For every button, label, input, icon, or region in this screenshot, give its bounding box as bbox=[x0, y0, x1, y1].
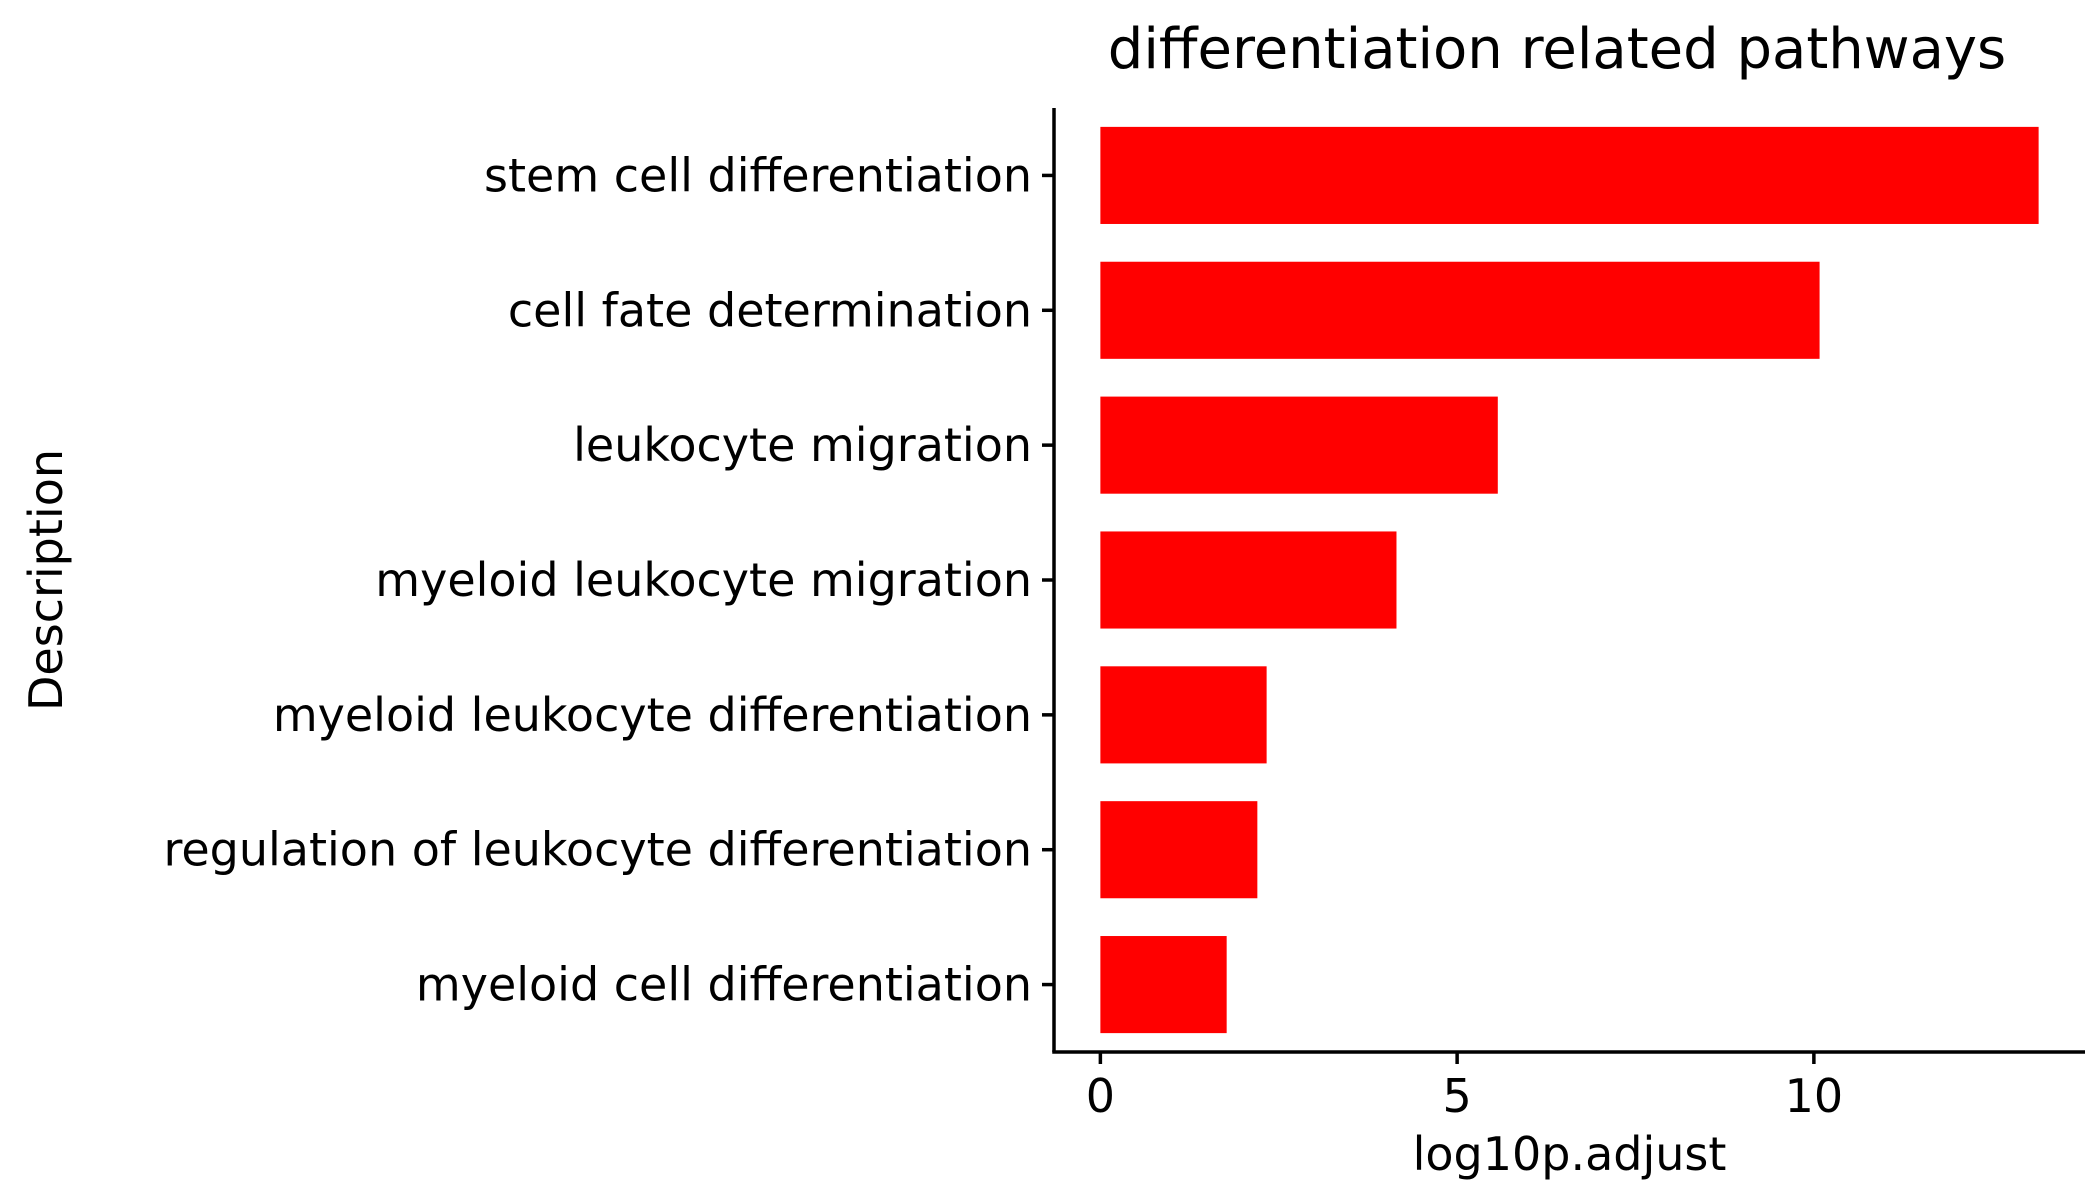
category-label-6: myeloid cell differentiation bbox=[416, 958, 1032, 1012]
bars-group bbox=[1100, 126, 2039, 1034]
category-labels-group: stem cell differentiation cell fate deter… bbox=[163, 148, 1054, 1012]
chart-title: differentiation related pathways bbox=[1108, 17, 2006, 82]
category-label-3: myeloid leukocyte migration bbox=[375, 553, 1032, 607]
bar-1 bbox=[1100, 261, 1820, 359]
x-ticks-group: 0 5 10 bbox=[1086, 1052, 1843, 1123]
bar-3 bbox=[1100, 531, 1397, 629]
y-axis-title: Description bbox=[19, 449, 73, 711]
bar-2 bbox=[1100, 396, 1498, 494]
x-tick-label-1: 5 bbox=[1442, 1069, 1471, 1123]
category-label-4: myeloid leukocyte differentiation bbox=[273, 688, 1032, 742]
category-label-1: cell fate determination bbox=[508, 283, 1032, 337]
bar-5 bbox=[1100, 801, 1258, 899]
x-tick-label-0: 0 bbox=[1086, 1069, 1115, 1123]
bar-4 bbox=[1100, 666, 1267, 764]
bar-0 bbox=[1100, 126, 2039, 224]
category-label-5: regulation of leukocyte differentiation bbox=[163, 823, 1032, 877]
category-label-0: stem cell differentiation bbox=[484, 148, 1032, 202]
x-tick-label-2: 10 bbox=[1785, 1069, 1844, 1123]
x-axis-title: log10p.adjust bbox=[1413, 1127, 1727, 1181]
bar-6 bbox=[1100, 936, 1227, 1034]
category-label-2: leukocyte migration bbox=[573, 418, 1032, 472]
